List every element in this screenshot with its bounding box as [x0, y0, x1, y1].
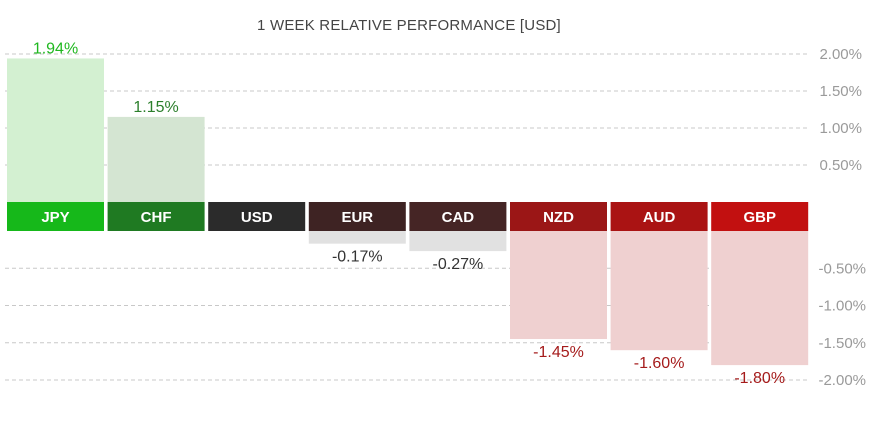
bar-nzd	[510, 231, 607, 340]
bar-layer	[7, 58, 809, 366]
y-tick-label: -1.50%	[818, 335, 866, 352]
value-label-nzd: -1.45%	[533, 344, 584, 361]
y-tick-label: 2.00%	[819, 46, 862, 63]
value-label-aud: -1.60%	[634, 355, 685, 372]
y-tick-label: 1.00%	[819, 120, 862, 137]
bar-aud	[610, 231, 708, 351]
currency-header-usd	[208, 202, 306, 231]
value-label-chf: 1.15%	[133, 99, 178, 116]
currency-header-row: JPY CHF USD EUR CAD NZD AUD GBP	[7, 202, 809, 231]
y-tick-label: -2.00%	[818, 372, 866, 389]
currency-header-cad	[409, 202, 507, 231]
bar-chf	[107, 116, 205, 202]
chart-title: 1 WEEK RELATIVE PERFORMANCE [USD]	[257, 17, 561, 34]
category-label-chf: CHF	[141, 209, 172, 226]
currency-header-gbp	[711, 202, 809, 231]
bar-jpy	[7, 58, 104, 202]
currency-header-nzd	[510, 202, 607, 231]
currency-header-jpy	[7, 202, 104, 231]
category-label-cad: CAD	[442, 209, 475, 226]
y-tick-label: -0.50%	[818, 260, 866, 277]
bar-cad	[409, 231, 507, 252]
y-axis-ticks: 2.00% 1.50% 1.00% 0.50% -0.50% -1.00% -1.50% -2…	[818, 46, 866, 389]
category-label-eur: EUR	[341, 209, 373, 226]
bar-eur	[308, 231, 406, 244]
category-label-gbp: GBP	[743, 209, 776, 226]
currency-header-aud	[610, 202, 708, 231]
bar-gbp	[711, 231, 809, 366]
y-tick-label: 0.50%	[819, 157, 862, 174]
data-label-layer: 1.94% 1.15% -0.17% -0.27% -1.45% -1.60% -1.80%	[33, 40, 785, 387]
y-tick-label: 1.50%	[819, 83, 862, 100]
category-label-jpy: JPY	[41, 209, 69, 226]
value-label-cad: -0.27%	[433, 256, 484, 273]
category-label-usd: USD	[241, 209, 273, 226]
value-label-gbp: -1.80%	[734, 370, 785, 387]
value-label-eur: -0.17%	[332, 249, 383, 266]
y-tick-label: -1.00%	[818, 298, 866, 315]
value-label-jpy: 1.94%	[33, 40, 78, 57]
currency-header-chf	[107, 202, 205, 231]
category-label-aud: AUD	[643, 209, 676, 226]
category-label-nzd: NZD	[543, 209, 574, 226]
currency-header-eur	[308, 202, 406, 231]
